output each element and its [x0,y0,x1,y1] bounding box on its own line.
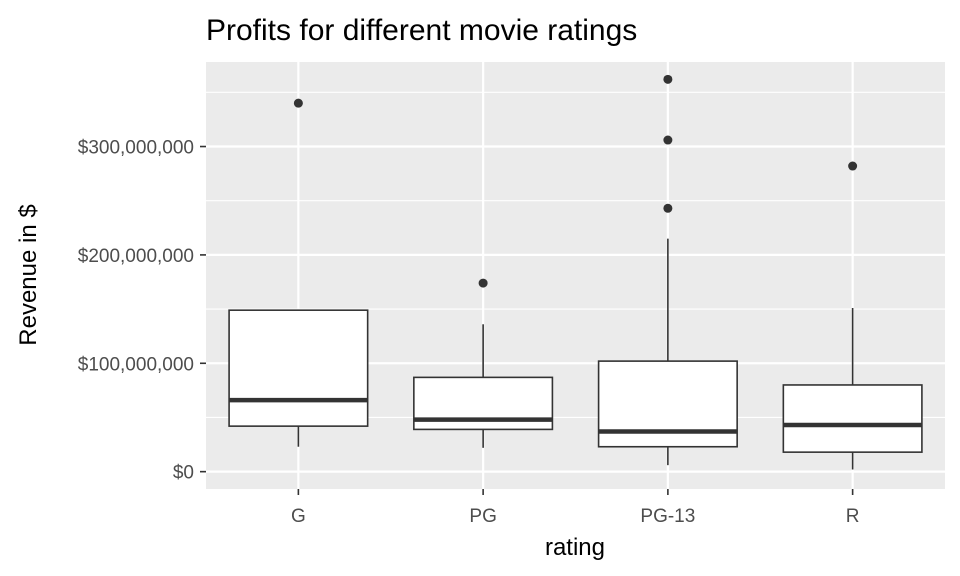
y-axis: $0 $100,000,000 $200,000,000 $300,000,000 [78,138,206,484]
x-tick-label: G [291,506,306,527]
box-r [782,161,923,470]
y-tick-label: $300,000,000 [78,138,194,159]
y-tick-label: $100,000,000 [78,354,194,375]
x-axis: G PG PG-13 R [291,489,860,527]
x-tick-label: PG [469,506,496,527]
y-tick-label: $0 [173,463,194,484]
outlier-point [663,74,673,84]
outlier-point [663,203,673,213]
iqr-box [782,384,923,453]
box-group [228,74,923,470]
iqr-box [228,309,369,427]
x-tick-label: R [846,506,860,527]
outlier-point [478,278,488,288]
box-pg [413,278,554,448]
iqr-box [597,360,738,448]
y-tick-label: $200,000,000 [78,246,194,267]
x-axis-title: rating [545,534,605,561]
outlier-point [293,98,303,108]
x-tick-label: PG-13 [640,506,695,527]
box-g [228,98,369,447]
box-pg-13 [597,74,738,466]
y-axis-title: Revenue in $ [15,204,42,345]
outlier-point [848,161,858,171]
chart-title: Profits for different movie ratings [206,14,637,47]
outlier-point [663,135,673,145]
